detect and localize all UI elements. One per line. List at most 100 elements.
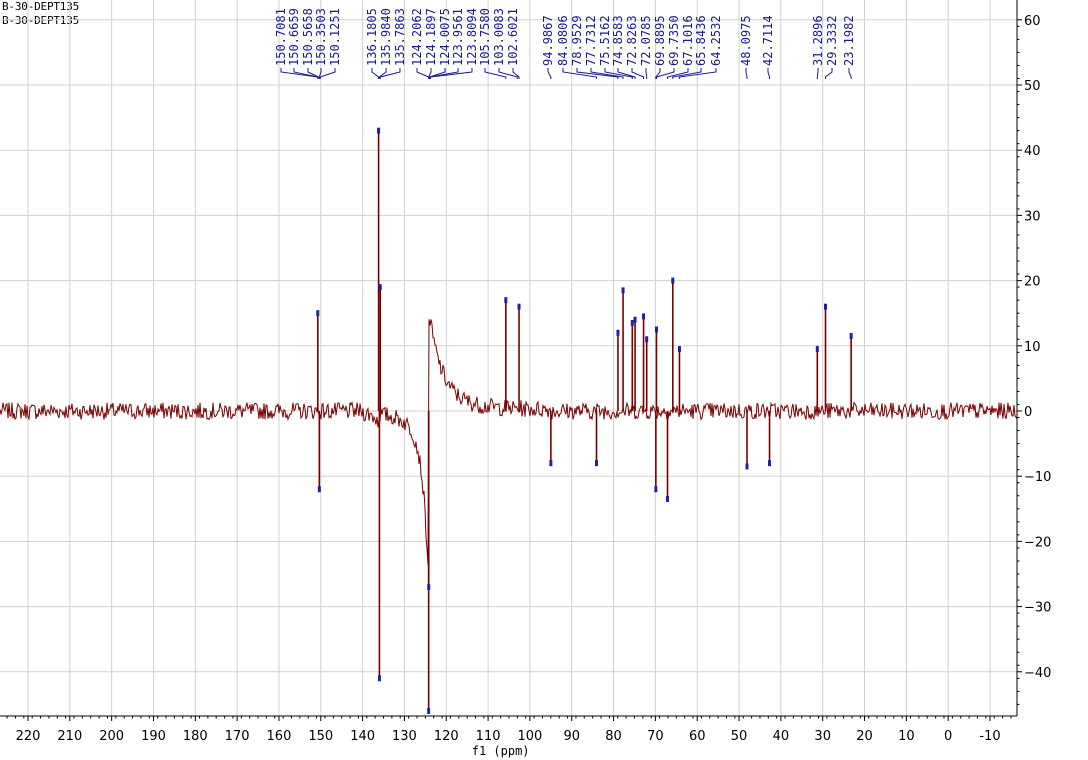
x-axis-title: f1 (ppm) [472,744,530,758]
peak-label: 72.0785 [639,15,653,66]
peak-marker [504,297,508,304]
peak-label-leader [667,68,689,79]
x-tick-label: 180 [183,729,208,744]
x-tick-label: 220 [16,729,41,744]
x-tick-label: 0 [944,729,952,744]
peak-marker [768,460,772,467]
x-tick-label: 210 [57,729,82,744]
x-tick-label: 80 [605,729,622,744]
peak-marker [377,127,381,134]
peak-label-leader [293,68,319,79]
peak-marker [666,496,670,503]
spectrum-name-line2: B-30-DEPT135 [2,14,80,27]
peak-label-leader [767,68,771,79]
peak-label-leader [378,68,387,79]
peak-label: 150.6659 [287,8,301,66]
peak-label-leader [617,68,636,79]
peak-label-leader [428,68,432,79]
x-tick-label: 160 [267,729,292,744]
peak-label: 150.3503 [314,8,328,66]
peak-label: 23.1982 [842,15,856,66]
peak-label: 150.1251 [328,8,342,66]
peak-label-leader [429,68,459,79]
x-tick-label: 140 [350,729,375,744]
peak-label: 124.0075 [438,8,452,66]
peak-label-leader [512,68,520,79]
peak-marker [630,319,634,326]
peak-label-leader [655,68,661,79]
y-tick-label: 20 [1024,275,1041,290]
x-tick-label: 130 [392,729,417,744]
spectrum-name-line1: B-30-DEPT135 [2,0,80,13]
x-tick-label: 120 [434,729,459,744]
peak-label: 102.6021 [506,8,520,66]
peak-label-leader [318,68,322,79]
peak-label-leader [416,68,430,79]
peak-label: 75.5162 [598,15,612,66]
peak-marker [849,333,853,340]
peak-marker [677,346,681,353]
peak-label: 77.7312 [584,15,598,66]
peak-marker [378,284,382,291]
peak-label-leader [547,68,552,79]
x-tick-label: 150 [308,729,333,744]
x-tick-label: 170 [225,729,250,744]
peak-marker [645,336,649,343]
peak-label-leader [631,68,645,79]
peak-marker [642,313,646,320]
x-tick-label: 190 [141,729,166,744]
y-tick-label: −30 [1024,601,1051,616]
peak-marker [316,310,320,317]
peak-marker [427,584,431,591]
peak-label: 123.9561 [451,8,465,66]
peak-label: 72.8263 [625,15,639,66]
peak-label-leader [848,68,852,79]
peak-label-leader [645,68,648,79]
peak-label: 48.0975 [739,15,753,66]
x-tick-label: 50 [731,729,748,744]
peak-label: 78.9529 [570,15,584,66]
peak-marker [823,303,827,310]
peak-label-leader [604,68,633,79]
y-tick-label: −20 [1024,535,1051,550]
peak-label: 65.8436 [694,15,708,66]
x-tick-label: 40 [773,729,790,744]
peak-marker [654,486,658,493]
peak-label: 135.7863 [393,8,407,66]
peak-label-leader [656,68,675,79]
y-tick-label: −10 [1024,470,1051,485]
peak-marker [633,316,637,323]
y-tick-label: 50 [1024,79,1041,94]
x-tick-label: -10 [979,729,1000,744]
peak-label: 124.2062 [410,8,424,66]
peak-label: 29.3332 [825,15,839,66]
peak-label: 124.1897 [424,8,438,66]
y-tick-label: 60 [1024,14,1041,29]
peak-label: 123.8094 [465,8,479,66]
peak-label-leader [672,68,702,79]
peak-label: 69.8895 [653,15,667,66]
peak-marker [616,329,620,336]
peak-label-leader [745,68,748,79]
x-tick-label: 70 [647,729,664,744]
peak-label-leader [484,68,507,79]
spectrum-trace [0,319,1018,565]
peak-label-leader [816,68,819,79]
peak-label: 74.8583 [611,15,625,66]
peak-marker [377,675,381,682]
y-tick-label: 0 [1024,405,1032,420]
peak-label: 69.7350 [667,15,681,66]
peak-marker [427,707,431,714]
x-tick-label: 110 [476,729,501,744]
peak-marker [517,303,521,310]
x-tick-label: 30 [814,729,831,744]
peak-label-leader [678,68,717,79]
peak-marker [595,460,599,467]
x-tick-label: 20 [856,729,873,744]
peak-label: 150.5658 [301,8,315,66]
peak-label-leader [307,68,319,79]
peak-label-leader [824,68,833,79]
peak-label-leader [428,68,446,79]
x-tick-label: 60 [689,729,706,744]
